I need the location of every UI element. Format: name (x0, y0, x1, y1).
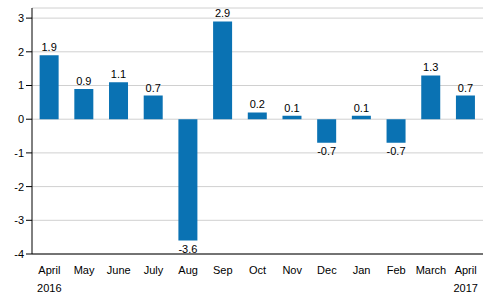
svg-text:0.2: 0.2 (250, 98, 265, 110)
svg-text:Feb: Feb (387, 264, 406, 276)
svg-text:0: 0 (18, 113, 24, 125)
svg-text:Sep: Sep (213, 264, 233, 276)
svg-text:2016: 2016 (37, 282, 61, 294)
svg-text:2: 2 (18, 46, 24, 58)
svg-text:3: 3 (18, 12, 24, 24)
svg-text:-3.6: -3.6 (178, 243, 197, 255)
svg-text:1.1: 1.1 (111, 68, 126, 80)
svg-text:Nov: Nov (282, 264, 302, 276)
svg-text:July: July (144, 264, 164, 276)
svg-text:0.1: 0.1 (284, 102, 299, 114)
svg-text:-2: -2 (14, 181, 24, 193)
svg-text:-4: -4 (14, 248, 24, 260)
svg-text:-0.7: -0.7 (317, 145, 336, 157)
svg-text:Jan: Jan (353, 264, 371, 276)
svg-text:0.7: 0.7 (146, 82, 161, 94)
svg-text:June: June (107, 264, 131, 276)
svg-text:1.9: 1.9 (41, 41, 56, 53)
svg-text:2017: 2017 (453, 282, 477, 294)
svg-text:Aug: Aug (178, 264, 198, 276)
svg-text:0.9: 0.9 (76, 75, 91, 87)
svg-text:May: May (74, 264, 95, 276)
svg-text:0.1: 0.1 (354, 102, 369, 114)
svg-text:April: April (38, 264, 60, 276)
svg-text:1: 1 (18, 79, 24, 91)
svg-text:Oct: Oct (249, 264, 266, 276)
svg-text:1.3: 1.3 (423, 61, 438, 73)
svg-text:2.9: 2.9 (215, 7, 230, 19)
svg-text:0.7: 0.7 (458, 82, 473, 94)
svg-text:Dec: Dec (317, 264, 337, 276)
svg-text:-3: -3 (14, 214, 24, 226)
svg-text:April: April (455, 264, 477, 276)
svg-text:March: March (416, 264, 447, 276)
svg-text:-0.7: -0.7 (387, 145, 406, 157)
svg-text:-1: -1 (14, 147, 24, 159)
